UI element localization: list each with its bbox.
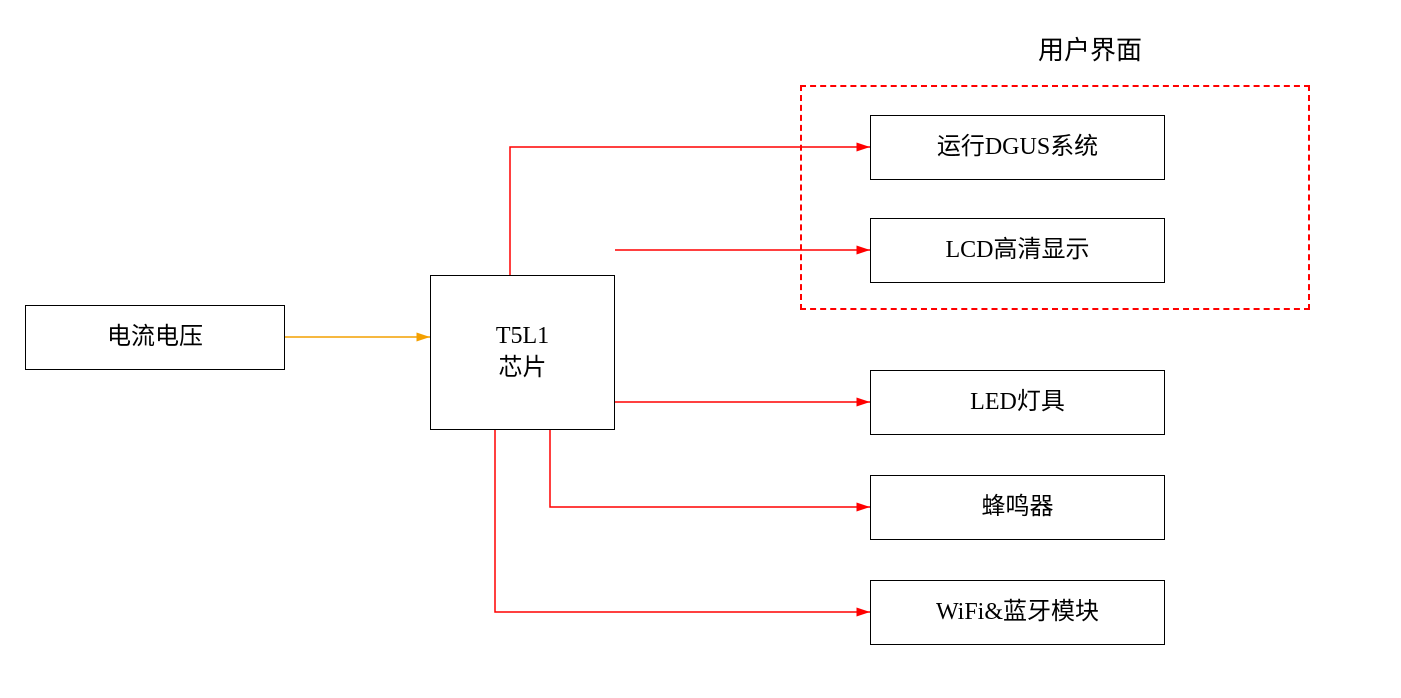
node-dgus: 运行DGUS系统 xyxy=(870,115,1165,180)
node-wifi: WiFi&蓝牙模块 xyxy=(870,580,1165,645)
node-wifi-label: WiFi&蓝牙模块 xyxy=(936,597,1099,628)
node-dgus-label: 运行DGUS系统 xyxy=(937,132,1098,163)
node-chip-label: T5L1芯片 xyxy=(496,321,549,383)
ui-section-title: 用户界面 xyxy=(990,30,1190,67)
node-lcd: LCD高清显示 xyxy=(870,218,1165,283)
node-chip: T5L1芯片 xyxy=(430,275,615,430)
node-buzzer-label: 蜂鸣器 xyxy=(982,492,1054,523)
node-lcd-label: LCD高清显示 xyxy=(946,235,1090,266)
node-led-label: LED灯具 xyxy=(970,387,1065,418)
node-input-label: 电流电压 xyxy=(107,322,203,353)
node-buzzer: 蜂鸣器 xyxy=(870,475,1165,540)
node-led: LED灯具 xyxy=(870,370,1165,435)
ui-section-title-text: 用户界面 xyxy=(1038,36,1142,65)
node-input: 电流电压 xyxy=(25,305,285,370)
